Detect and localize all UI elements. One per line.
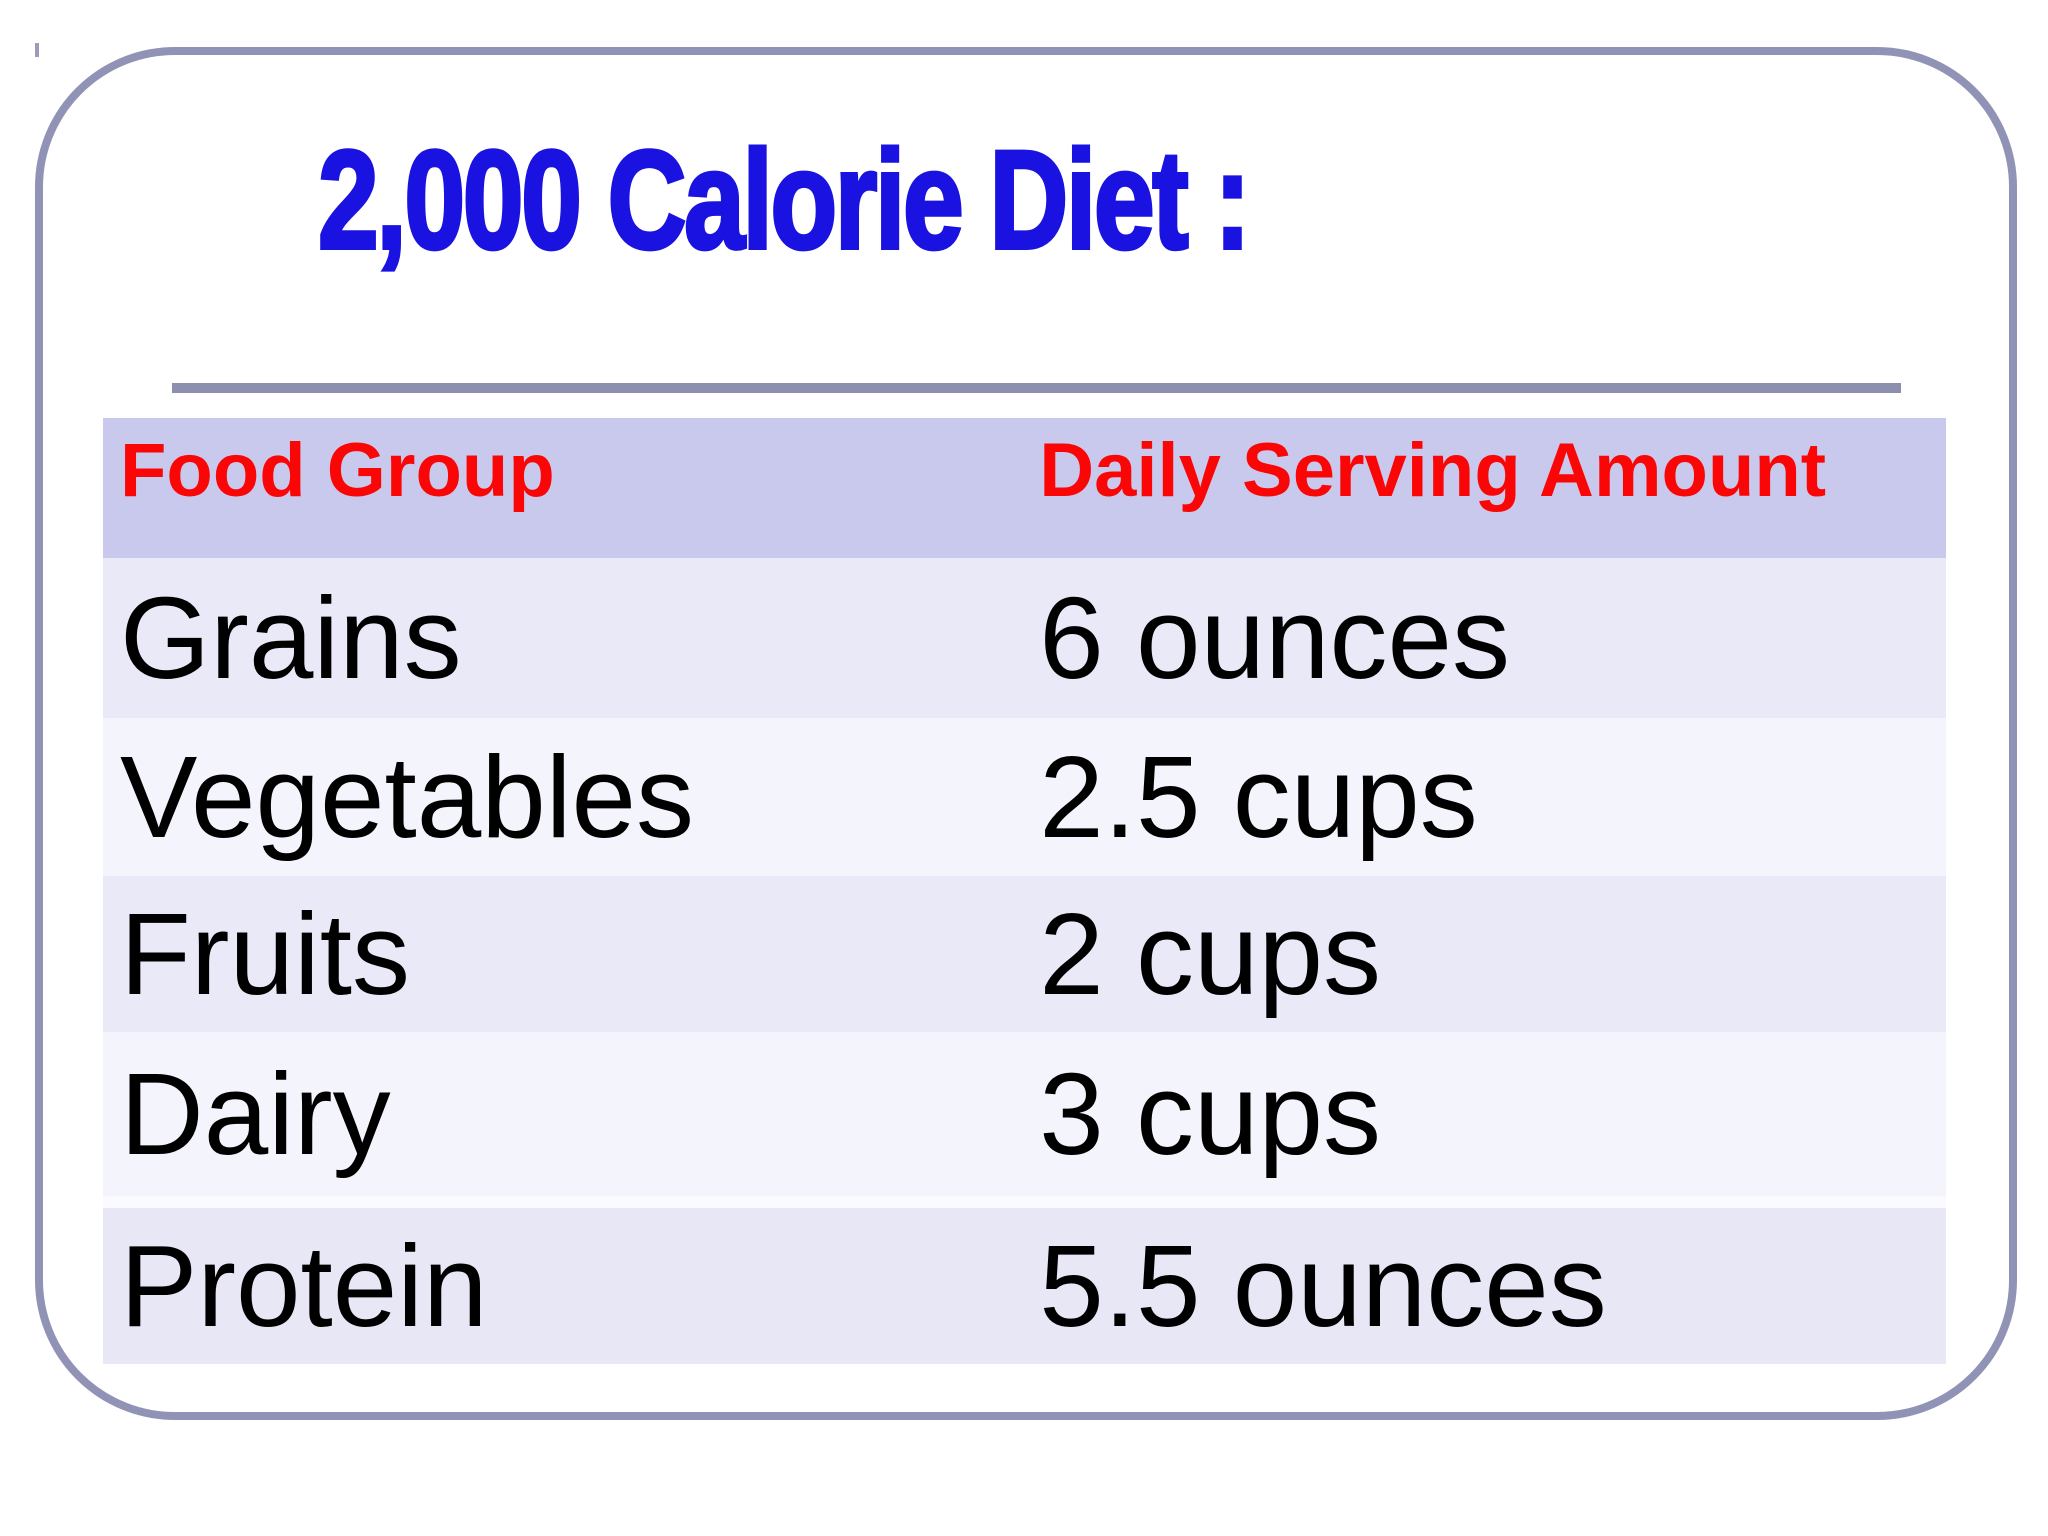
serving-amount-cell: 6 ounces (1039, 573, 1511, 703)
slide-title: 2,000 Calorie Diet : (316, 121, 1252, 278)
column-header-food-group: Food Group (120, 427, 555, 513)
row-separator (103, 1196, 1946, 1208)
serving-amount-cell: 5.5 ounces (1039, 1221, 1607, 1351)
title-divider-line (172, 383, 1901, 393)
table-row: Grains 6 ounces (103, 558, 1946, 718)
slide-border (35, 47, 2017, 1420)
table-row: Protein 5.5 ounces (103, 1208, 1946, 1364)
table-row: Fruits 2 cups (103, 876, 1946, 1032)
food-group-cell: Vegetables (120, 732, 695, 862)
table-header-row: Food Group Daily Serving Amount (103, 418, 1946, 558)
food-group-cell: Fruits (120, 889, 410, 1019)
food-group-cell: Protein (120, 1221, 488, 1351)
serving-amount-cell: 3 cups (1039, 1049, 1382, 1179)
serving-amount-cell: 2.5 cups (1039, 732, 1478, 862)
table-body: Grains 6 ounces Vegetables 2.5 cups Frui… (103, 558, 1946, 1364)
serving-amount-cell: 2 cups (1039, 889, 1382, 1019)
food-group-cell: Grains (120, 573, 462, 703)
corner-tick-mark (35, 43, 39, 57)
column-header-daily-serving-amount: Daily Serving Amount (1039, 427, 1827, 513)
table-row: Vegetables 2.5 cups (103, 718, 1946, 876)
table-row: Dairy 3 cups (103, 1032, 1946, 1196)
food-group-cell: Dairy (120, 1049, 391, 1179)
diet-table: Food Group Daily Serving Amount Grains 6… (103, 418, 1946, 1364)
